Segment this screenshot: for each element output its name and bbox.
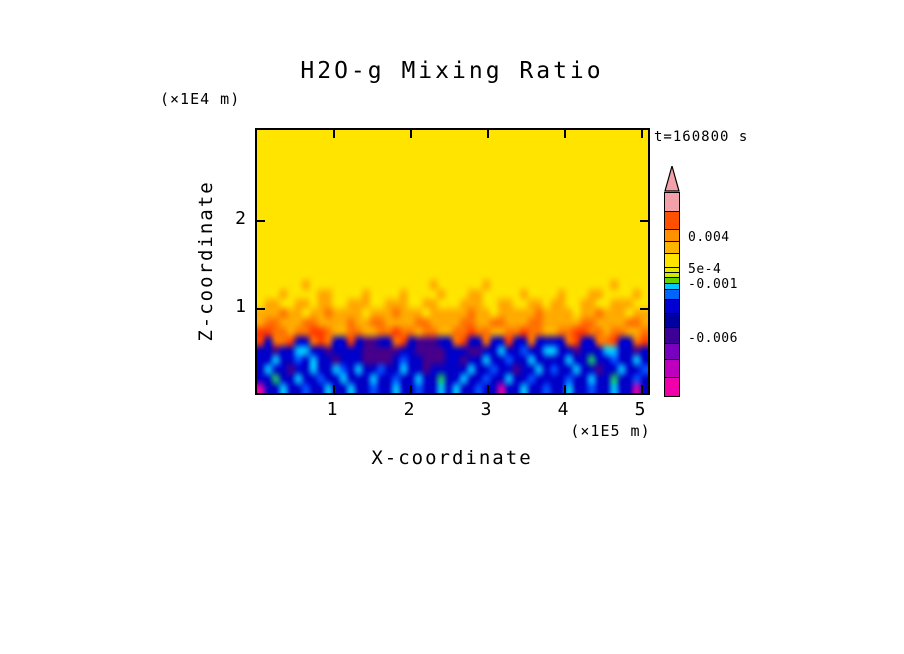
tick-mark	[486, 130, 489, 138]
colorbar-segment	[665, 313, 679, 327]
x-axis-unit-label: (×1E5 m)	[570, 422, 651, 440]
tick-mark	[409, 385, 412, 393]
tick-mark	[640, 130, 643, 138]
tick-mark	[640, 385, 643, 393]
chart-title: H2O-g Mixing Ratio	[300, 58, 604, 84]
tick-mark	[563, 130, 566, 138]
colorbar-segment	[665, 377, 679, 396]
colorbar-scale	[664, 192, 680, 397]
colorbar-label: 5e-4	[688, 261, 722, 277]
tick-mark	[257, 307, 265, 310]
tick-mark	[332, 130, 335, 138]
colorbar-segment	[665, 277, 679, 283]
colorbar-segment	[665, 253, 679, 267]
tick-mark	[409, 130, 412, 138]
tick-mark	[640, 219, 648, 222]
heatmap-image	[257, 130, 648, 393]
z-tick-label: 1	[235, 295, 246, 317]
colorbar-segment	[665, 193, 679, 211]
plot-area	[255, 128, 650, 395]
time-annotation: t=160800 s	[654, 129, 749, 145]
x-tick-label: 5	[634, 399, 646, 420]
colorbar-label: -0.001	[688, 276, 738, 292]
colorbar-segment	[665, 241, 679, 253]
z-axis-title: Z-coordinate	[195, 180, 217, 342]
colorbar-segment	[665, 343, 679, 359]
colorbar	[664, 166, 680, 397]
colorbar-segment	[665, 289, 679, 299]
colorbar-segment	[665, 211, 679, 229]
x-axis-title: X-coordinate	[371, 447, 533, 469]
x-tick-label: 3	[480, 399, 492, 420]
z-tick-label: 2	[235, 207, 246, 229]
colorbar-segment	[665, 327, 679, 343]
colorbar-arrow-icon	[664, 166, 680, 192]
colorbar-segment	[665, 283, 679, 289]
tick-mark	[563, 385, 566, 393]
colorbar-segment	[665, 267, 679, 272]
tick-mark	[332, 385, 335, 393]
colorbar-segment	[665, 229, 679, 241]
tick-mark	[257, 219, 265, 222]
x-tick-label: 4	[557, 399, 569, 420]
z-axis-unit-label: (×1E4 m)	[160, 90, 241, 108]
colorbar-label: 0.004	[688, 230, 730, 246]
tick-mark	[640, 307, 648, 310]
colorbar-label: -0.006	[688, 330, 738, 346]
colorbar-segment	[665, 359, 679, 377]
x-tick-label: 1	[326, 399, 338, 420]
colorbar-segment	[665, 272, 679, 277]
x-tick-label: 2	[403, 399, 415, 420]
tick-mark	[486, 385, 489, 393]
colorbar-segment	[665, 299, 679, 313]
